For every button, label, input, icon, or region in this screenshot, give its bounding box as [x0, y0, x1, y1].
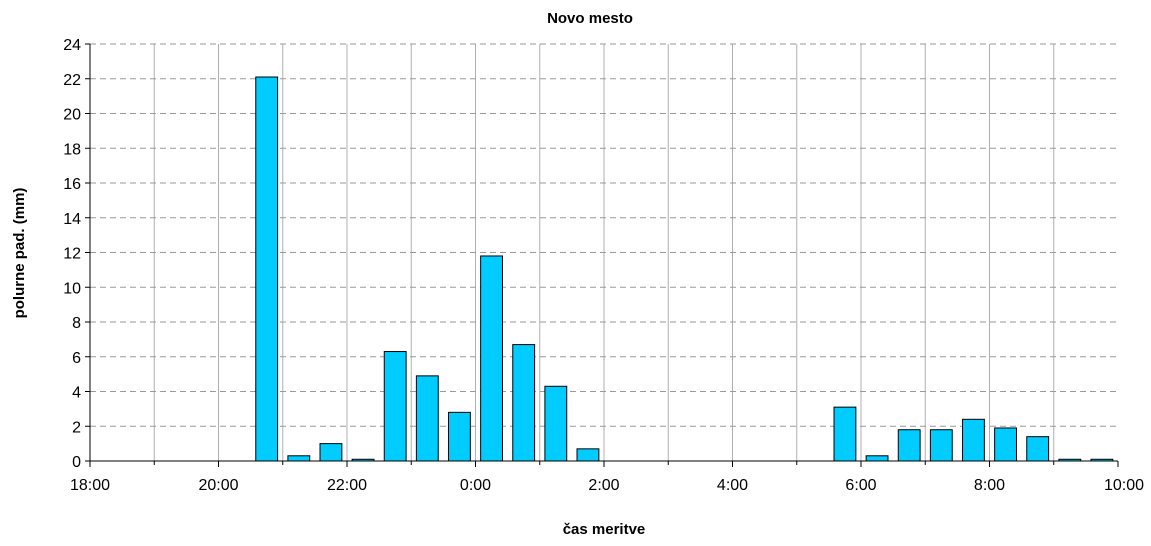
- bar: [448, 411, 471, 462]
- y-tick-label: 16: [63, 176, 81, 193]
- y-tick-label: 14: [63, 211, 81, 228]
- bar: [994, 427, 1017, 462]
- bar: [897, 429, 921, 462]
- x-tick-label: 0:00: [460, 477, 491, 494]
- bar: [962, 418, 985, 462]
- bar: [576, 448, 600, 462]
- y-tick-label: 8: [72, 315, 81, 332]
- y-tick-label: 24: [63, 37, 81, 54]
- bar: [544, 385, 568, 462]
- bar: [1026, 436, 1050, 462]
- x-tick-label: 22:00: [327, 477, 367, 494]
- x-tick-label: 8:00: [974, 477, 1005, 494]
- x-tick-labels: 18:00 20:00 22:00 0:00 2:00 4:00 6:00 8:00 10:00: [70, 477, 1144, 494]
- bar: [319, 443, 343, 462]
- y-tick-label: 22: [63, 72, 81, 89]
- axes: [85, 43, 1119, 467]
- x-tick-label: 6:00: [845, 477, 876, 494]
- y-tick-label: 10: [63, 280, 81, 297]
- x-tick-label: 4:00: [717, 477, 748, 494]
- x-axis-title: čas meritve: [563, 521, 646, 538]
- x-tick-label: 20:00: [198, 477, 238, 494]
- y-tick-label: 18: [63, 141, 81, 158]
- y-tick-label: 20: [63, 107, 81, 124]
- y-axis-title: polurne pad. (mm): [11, 188, 28, 319]
- chart-title: Novo mesto: [547, 10, 633, 27]
- bar: [415, 375, 439, 462]
- bars: [255, 76, 1114, 462]
- y-tick-label: 2: [72, 419, 81, 436]
- bar: [833, 406, 857, 462]
- gridlines: [90, 43, 1118, 461]
- y-tick-label: 0: [72, 454, 81, 471]
- bar: [255, 76, 279, 462]
- x-tick-label: 2:00: [588, 477, 619, 494]
- x-tick-label: 18:00: [70, 477, 110, 494]
- bar: [383, 351, 407, 462]
- y-tick-label: 6: [72, 350, 81, 367]
- bar: [929, 429, 953, 462]
- bar: [865, 455, 889, 462]
- bar: [480, 255, 503, 462]
- bar: [512, 344, 536, 462]
- y-tick-label: 4: [72, 385, 81, 402]
- y-tick-label: 12: [63, 246, 81, 263]
- x-tick-label: 10:00: [1104, 477, 1144, 494]
- bar: [287, 455, 311, 462]
